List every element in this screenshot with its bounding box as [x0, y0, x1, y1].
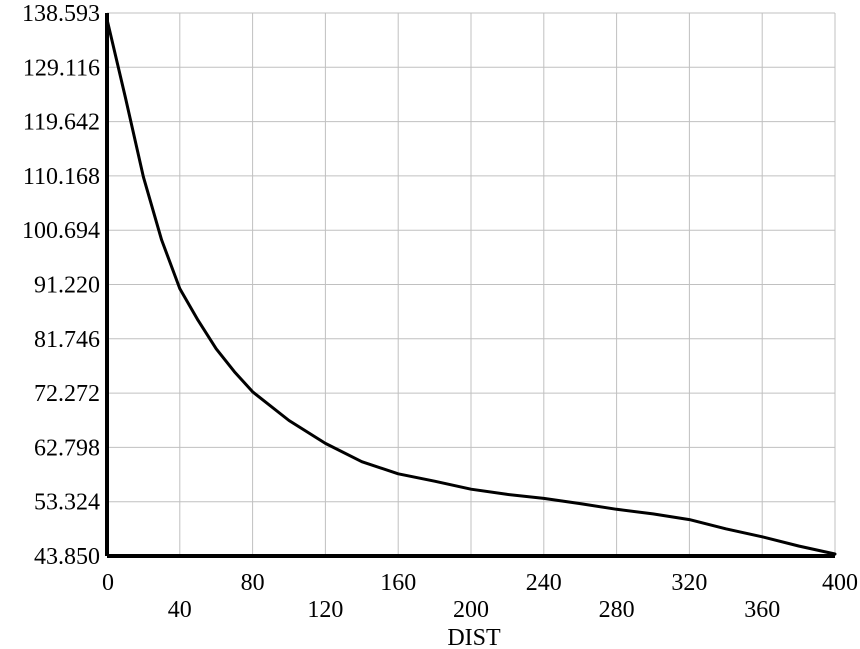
x-tick-label: 360	[744, 597, 780, 623]
y-tick-label: 110.168	[23, 164, 100, 190]
x-tick-label: 400	[822, 570, 858, 596]
y-tick-label: 81.746	[34, 327, 100, 353]
y-tick-label: 43.850	[34, 544, 100, 570]
x-axis-title: DIST	[447, 625, 501, 649]
y-tick-label: 72.272	[34, 381, 100, 407]
axes	[105, 13, 835, 558]
grid	[106, 12, 836, 557]
x-tick-label: 320	[671, 570, 707, 596]
x-tick-labels: 0 40 80 120 160 200 240 280 320 360 400	[102, 570, 858, 623]
y-tick-label: 129.116	[23, 55, 100, 81]
x-tick-label: 80	[241, 570, 265, 596]
y-tick-label: 138.593	[22, 1, 100, 27]
y-tick-label: 119.642	[23, 110, 100, 136]
x-tick-label: 160	[380, 570, 416, 596]
x-tick-label: 120	[307, 597, 343, 623]
x-tick-label: 280	[599, 597, 635, 623]
y-tick-label: 53.324	[34, 490, 100, 516]
y-tick-label: 91.220	[34, 273, 100, 299]
y-tick-labels: 138.593 129.116 119.642 110.168 100.694 91.22…	[22, 1, 100, 570]
x-tick-label: 240	[526, 570, 562, 596]
x-tick-label: 0	[102, 570, 114, 596]
series-layer	[105, 17, 837, 556]
y-tick-label: 62.798	[34, 435, 100, 461]
x-tick-label: 200	[453, 597, 489, 623]
y-tick-label: 100.694	[22, 218, 100, 244]
x-tick-label: 40	[168, 597, 192, 623]
series-line-1	[105, 17, 837, 556]
